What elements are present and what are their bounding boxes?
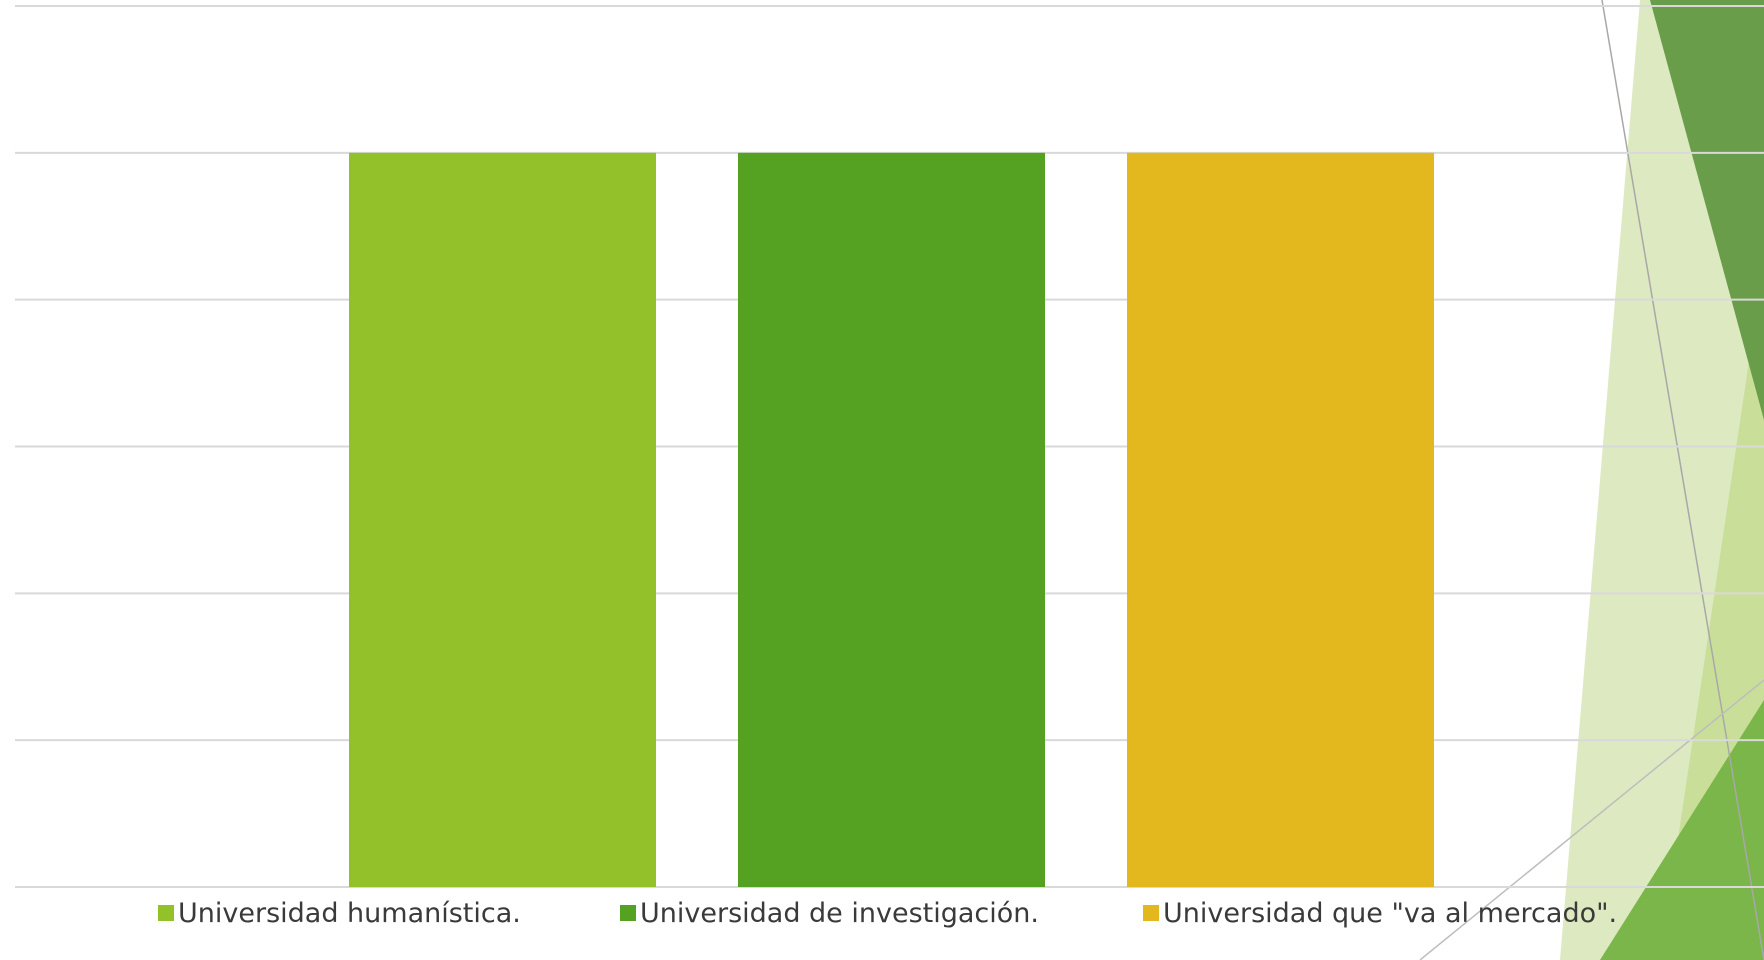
deco-line-2 (1419, 679, 1764, 960)
deco-line-1 (1601, 0, 1764, 960)
deco-dark-top (1650, 0, 1764, 420)
deco-green-bottom (1600, 700, 1764, 960)
bar-2 (1127, 152, 1434, 888)
bar-1 (738, 152, 1045, 888)
bar-0 (349, 152, 656, 888)
bars (349, 152, 1434, 888)
